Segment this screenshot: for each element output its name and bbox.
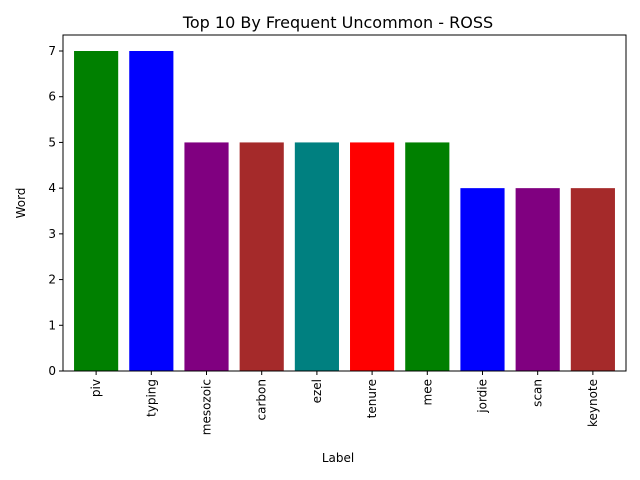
x-tick-label: piv [89, 379, 103, 397]
x-tick-label: tenure [365, 379, 379, 418]
x-tick-label: jordie [475, 379, 489, 414]
y-tick-label: 6 [48, 90, 56, 104]
bars-group [74, 51, 615, 371]
bar-carbon [239, 142, 284, 371]
y-tick-label: 2 [48, 273, 56, 287]
x-axis: piv typing mesozoic carbon ezel tenure mee jord… [89, 371, 600, 435]
x-axis-label: Label [322, 451, 354, 465]
chart-title: Top 10 By Frequent Uncommon - ROSS [182, 13, 493, 32]
bar-jordie [460, 188, 505, 371]
bar-typing [129, 51, 174, 371]
bar-scan [515, 188, 560, 371]
y-tick-label: 7 [48, 44, 56, 58]
y-tick-label: 3 [48, 227, 56, 241]
bar-piv [74, 51, 119, 371]
x-tick-label: mesozoic [200, 379, 214, 435]
x-tick-label: typing [144, 379, 158, 417]
bar-tenure [350, 142, 395, 371]
x-tick-label: mee [420, 379, 434, 405]
bar-keynote [570, 188, 615, 371]
y-tick-label: 1 [48, 318, 56, 332]
x-tick-label: keynote [586, 379, 600, 427]
bar-mee [405, 142, 450, 371]
x-tick-label: carbon [255, 379, 269, 420]
x-tick-label: scan [531, 379, 545, 407]
y-axis-label: Word [14, 188, 28, 219]
bar-ezel [294, 142, 339, 371]
y-axis: 0 1 2 3 4 5 6 7 [48, 44, 63, 378]
y-tick-label: 5 [48, 135, 56, 149]
y-tick-label: 0 [48, 364, 56, 378]
x-tick-label: ezel [310, 379, 324, 403]
y-tick-label: 4 [48, 181, 56, 195]
bar-mesozoic [184, 142, 229, 371]
plot-frame [62, 34, 627, 372]
